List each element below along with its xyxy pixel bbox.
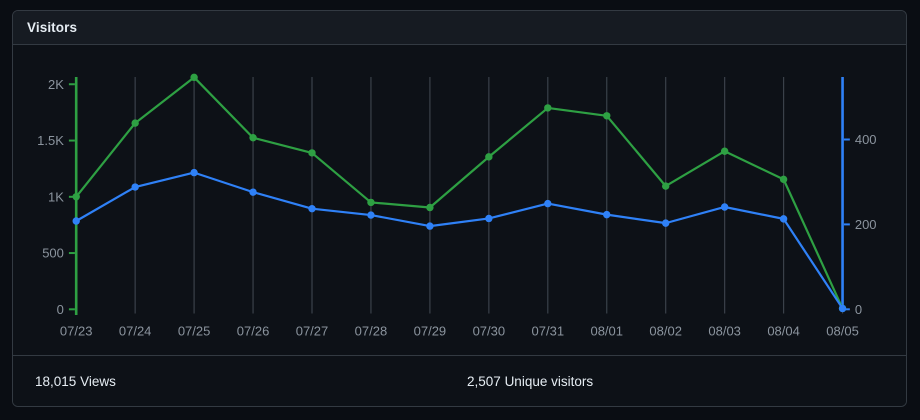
unique-total-label: Unique visitors — [504, 373, 594, 389]
x-tick-label: 07/29 — [414, 324, 447, 339]
series-line-unique-visitors — [75, 171, 844, 310]
x-tick-label: 07/27 — [296, 324, 329, 339]
left-axis-tick-label: 1K — [48, 189, 64, 204]
x-tick-label: 08/02 — [649, 324, 682, 339]
x-tick-label: 08/01 — [590, 324, 623, 339]
left-axis-tick-label: 500 — [42, 246, 64, 261]
data-point-unique-visitors-07/25[interactable] — [190, 168, 198, 177]
x-tick-label: 08/04 — [767, 324, 800, 339]
data-point-views-08/01[interactable] — [603, 112, 611, 120]
left-axis-tick-label: 0 — [57, 302, 64, 317]
data-point-unique-visitors-07/31[interactable] — [544, 199, 552, 208]
right-axis-tick-label: 0 — [855, 302, 862, 317]
series-views — [72, 73, 847, 313]
data-point-unique-visitors-07/28[interactable] — [367, 211, 375, 219]
series-line-views — [75, 76, 844, 310]
card-header: Visitors — [13, 11, 906, 45]
data-point-views-07/31[interactable] — [544, 104, 552, 112]
left-axis-tick-label: 2K — [48, 77, 64, 92]
x-tick-label: 08/05 — [826, 324, 859, 339]
data-point-views-07/28[interactable] — [367, 198, 375, 207]
visitors-line-chart: 07/23 07/24 07/25 07/26 07/27 07/28 07/29 07/30… — [37, 73, 877, 339]
data-point-views-07/26[interactable] — [249, 134, 257, 142]
right-axis-tick-label: 200 — [855, 217, 877, 232]
data-point-views-08/04[interactable] — [779, 175, 788, 184]
x-tick-label: 07/30 — [473, 324, 506, 339]
left-axis-tick-label: 1.5K — [37, 133, 64, 148]
data-point-unique-visitors-07/29[interactable] — [426, 222, 434, 230]
data-point-views-07/29[interactable] — [426, 203, 434, 212]
data-point-unique-visitors-07/30[interactable] — [485, 214, 493, 223]
right-axis-unique-visitors: 0 200 400 — [841, 77, 877, 317]
card-footer: 18,015 Views 2,507 Unique visitors — [13, 355, 906, 406]
data-point-views-07/27[interactable] — [308, 149, 316, 157]
views-total: 18,015 Views — [35, 356, 116, 406]
data-point-views-07/25[interactable] — [190, 73, 198, 82]
data-point-unique-visitors-08/01[interactable] — [603, 210, 611, 219]
x-tick-label: 07/26 — [237, 324, 270, 339]
x-tick-label: 07/24 — [119, 324, 152, 339]
data-point-unique-visitors-07/24[interactable] — [131, 183, 139, 191]
unique-total-value: 2,507 — [467, 373, 501, 389]
x-tick-label: 07/28 — [355, 324, 388, 339]
traffic-chart: 07/23 07/24 07/25 07/26 07/27 07/28 07/29 07/30… — [13, 45, 906, 355]
unique-visitors-total: 2,507 Unique visitors — [467, 356, 593, 406]
data-point-views-07/30[interactable] — [485, 153, 493, 161]
data-point-views-08/03[interactable] — [720, 147, 729, 155]
x-tick-label: 07/23 — [60, 324, 93, 339]
card-title: Visitors — [27, 20, 78, 35]
data-point-unique-visitors-08/05[interactable] — [838, 304, 847, 313]
data-point-views-07/24[interactable] — [131, 119, 139, 127]
x-tick-label: 07/25 — [178, 324, 211, 339]
data-point-unique-visitors-08/03[interactable] — [720, 203, 729, 211]
data-point-unique-visitors-07/27[interactable] — [308, 204, 316, 213]
data-point-unique-visitors-07/23[interactable] — [72, 217, 80, 225]
x-tick-label: 08/03 — [708, 324, 741, 339]
views-total-label: Views — [80, 373, 116, 389]
data-point-views-07/23[interactable] — [72, 193, 80, 201]
right-axis-tick-label: 400 — [855, 132, 877, 147]
data-point-unique-visitors-08/04[interactable] — [779, 215, 788, 223]
data-point-unique-visitors-08/02[interactable] — [662, 219, 670, 227]
data-point-views-08/02[interactable] — [662, 182, 670, 190]
gridlines — [75, 77, 844, 314]
data-point-unique-visitors-07/26[interactable] — [249, 188, 257, 196]
visitors-card: Visitors 07/23 07/24 07/25 07/26 07/27 07/28 0… — [12, 10, 907, 407]
views-total-value: 18,015 — [35, 373, 77, 389]
x-axis-labels: 07/23 07/24 07/25 07/26 07/27 07/28 07/29 07/30… — [60, 324, 859, 339]
left-axis-views: 0 500 1K 1.5K 2K — [37, 77, 78, 317]
series-unique-visitors — [72, 168, 847, 313]
x-tick-label: 07/31 — [532, 324, 565, 339]
